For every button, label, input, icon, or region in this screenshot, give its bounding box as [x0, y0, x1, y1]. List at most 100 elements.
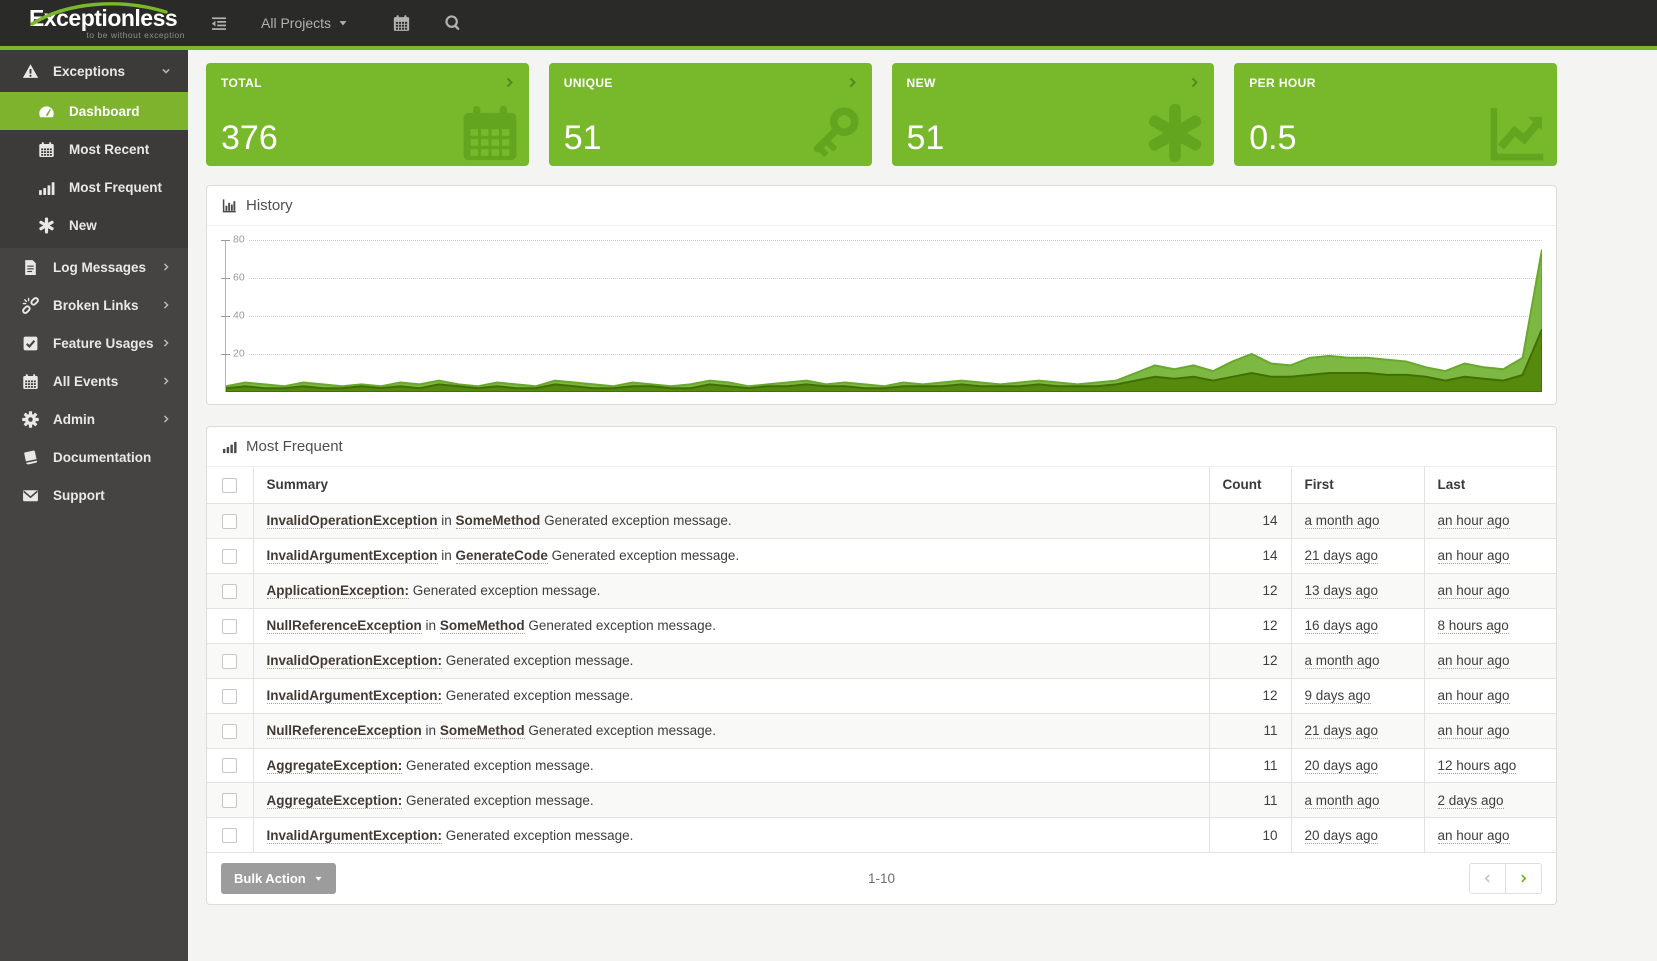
last-cell: an hour ago: [1424, 713, 1556, 749]
sidebar-item-admin[interactable]: Admin: [0, 400, 188, 438]
date-range-button[interactable]: [392, 14, 411, 32]
exception-type-link[interactable]: ApplicationException:: [266, 583, 410, 600]
logo-text: Exceptionless: [29, 5, 178, 31]
search-button[interactable]: [444, 14, 462, 32]
exception-type-link[interactable]: AggregateException:: [266, 792, 403, 809]
method-link[interactable]: SomeMethod: [455, 513, 541, 530]
last-cell: 12 hours ago: [1424, 748, 1556, 784]
row-checkbox[interactable]: [222, 618, 238, 634]
y-axis-label: 60: [230, 271, 248, 284]
summary-cell[interactable]: AggregateException: Generated exception …: [253, 782, 1210, 819]
select-all-checkbox[interactable]: [222, 477, 238, 493]
check-square-icon: [22, 335, 39, 352]
sidebar-item-most-recent[interactable]: Most Recent: [0, 130, 188, 168]
bulk-action-button[interactable]: Bulk Action: [221, 863, 336, 895]
stat-card-label: NEW: [906, 76, 936, 90]
y-axis-label: 20: [230, 347, 248, 360]
exception-type-link[interactable]: AggregateException:: [266, 757, 403, 774]
bar-chart-icon: [222, 198, 237, 213]
table-row[interactable]: InvalidArgumentException: Generated exce…: [207, 678, 1556, 714]
sidebar-item-feature-usages[interactable]: Feature Usages: [0, 324, 188, 362]
chevron-right-icon: [1188, 76, 1201, 89]
row-checkbox[interactable]: [222, 758, 238, 774]
most-frequent-panel-title: Most Frequent: [246, 438, 343, 455]
table-row[interactable]: InvalidOperationException: Generated exc…: [207, 643, 1556, 679]
summary-cell[interactable]: NullReferenceException in SomeMethod Gen…: [253, 713, 1210, 749]
row-checkbox[interactable]: [222, 548, 238, 564]
row-checkbox[interactable]: [222, 653, 238, 669]
first-cell: 16 days ago: [1291, 608, 1425, 644]
sidebar-toggle-button[interactable]: [210, 15, 228, 31]
chevron-right-icon: [161, 262, 171, 272]
chevron-right-icon: [503, 76, 516, 89]
summary-cell[interactable]: InvalidOperationException: Generated exc…: [253, 643, 1210, 679]
logo[interactable]: Exceptionless to be without exception: [0, 0, 188, 46]
next-page-button[interactable]: [1505, 863, 1542, 895]
summary-cell[interactable]: NullReferenceException in SomeMethod Gen…: [253, 608, 1210, 644]
exception-type-link[interactable]: InvalidOperationException: [266, 513, 438, 530]
envelope-icon: [22, 487, 39, 504]
row-checkbox[interactable]: [222, 723, 238, 739]
summary-cell[interactable]: InvalidOperationException in SomeMethod …: [253, 503, 1210, 539]
method-link[interactable]: SomeMethod: [439, 618, 525, 635]
table-row[interactable]: InvalidOperationException in SomeMethod …: [207, 503, 1556, 539]
summary-cell[interactable]: InvalidArgumentException: Generated exce…: [253, 817, 1210, 854]
most-frequent-table: Summary Count First Last InvalidOperationExc…: [207, 467, 1556, 854]
broken-chain-icon: [22, 296, 39, 314]
sidebar-item-new[interactable]: New: [0, 206, 188, 244]
table-row[interactable]: NullReferenceException in SomeMethod Gen…: [207, 713, 1556, 749]
exception-type-link[interactable]: InvalidArgumentException:: [266, 827, 443, 844]
chevron-down-icon: [161, 66, 171, 76]
table-row[interactable]: AggregateException: Generated exception …: [207, 782, 1556, 819]
count-cell: 14: [1209, 538, 1292, 574]
row-checkbox[interactable]: [222, 793, 238, 809]
last-cell: an hour ago: [1424, 573, 1556, 609]
count-cell: 11: [1209, 748, 1292, 784]
stat-card-unique[interactable]: UNIQUE 51: [548, 63, 872, 166]
summary-cell[interactable]: ApplicationException: Generated exceptio…: [253, 573, 1210, 609]
exception-type-link[interactable]: NullReferenceException: [266, 723, 422, 740]
method-link[interactable]: GenerateCode: [455, 548, 548, 565]
table-row[interactable]: AggregateException: Generated exception …: [207, 748, 1556, 784]
exception-type-link[interactable]: InvalidOperationException:: [266, 653, 443, 670]
row-checkbox[interactable]: [222, 513, 238, 529]
chart-gridline: [226, 316, 1542, 317]
sidebar-item-broken-links[interactable]: Broken Links: [0, 286, 188, 324]
project-selector[interactable]: All Projects: [261, 15, 348, 31]
signal-bars-icon: [222, 439, 237, 454]
sidebar-item-log-messages[interactable]: Log Messages: [0, 248, 188, 286]
summary-cell[interactable]: InvalidArgumentException: Generated exce…: [253, 678, 1210, 714]
count-cell: 12: [1209, 573, 1292, 609]
table-row[interactable]: InvalidArgumentException in GenerateCode…: [207, 538, 1556, 574]
sidebar-item-dashboard[interactable]: Dashboard: [0, 92, 188, 130]
row-checkbox[interactable]: [222, 828, 238, 844]
exception-type-link[interactable]: InvalidArgumentException:: [266, 688, 443, 705]
stat-card-per-hour[interactable]: PER HOUR 0.5: [1234, 63, 1557, 166]
sidebar-item-label: Admin: [53, 411, 95, 427]
row-checkbox[interactable]: [222, 583, 238, 599]
count-cell: 12: [1209, 643, 1292, 679]
table-row[interactable]: ApplicationException: Generated exceptio…: [207, 573, 1556, 609]
exception-type-link[interactable]: NullReferenceException: [266, 618, 422, 635]
chart-gridline: [226, 278, 1542, 279]
sidebar-item-most-frequent[interactable]: Most Frequent: [0, 168, 188, 206]
table-row[interactable]: NullReferenceException in SomeMethod Gen…: [207, 608, 1556, 644]
row-checkbox[interactable]: [222, 688, 238, 704]
sidebar-item-all-events[interactable]: All Events: [0, 362, 188, 400]
exception-type-link[interactable]: InvalidArgumentException: [266, 548, 438, 565]
asterisk-icon: [38, 217, 55, 234]
last-cell: 2 days ago: [1424, 782, 1556, 819]
method-link[interactable]: SomeMethod: [439, 723, 525, 740]
sidebar-item-support[interactable]: Support: [0, 476, 188, 514]
y-axis-tick: [221, 240, 230, 241]
previous-page-button[interactable]: [1469, 863, 1506, 895]
stat-card-new[interactable]: NEW 51: [891, 63, 1215, 166]
stat-card-total[interactable]: TOTAL 376: [206, 63, 529, 166]
sidebar-item-documentation[interactable]: Documentation: [0, 438, 188, 476]
summary-cell[interactable]: AggregateException: Generated exception …: [253, 748, 1210, 784]
last-cell: 8 hours ago: [1424, 608, 1556, 644]
sidebar-item-label: Feature Usages: [53, 335, 154, 351]
table-row[interactable]: InvalidArgumentException: Generated exce…: [207, 817, 1556, 854]
summary-cell[interactable]: InvalidArgumentException in GenerateCode…: [253, 538, 1210, 574]
sidebar-item-exceptions[interactable]: Exceptions: [0, 50, 188, 92]
